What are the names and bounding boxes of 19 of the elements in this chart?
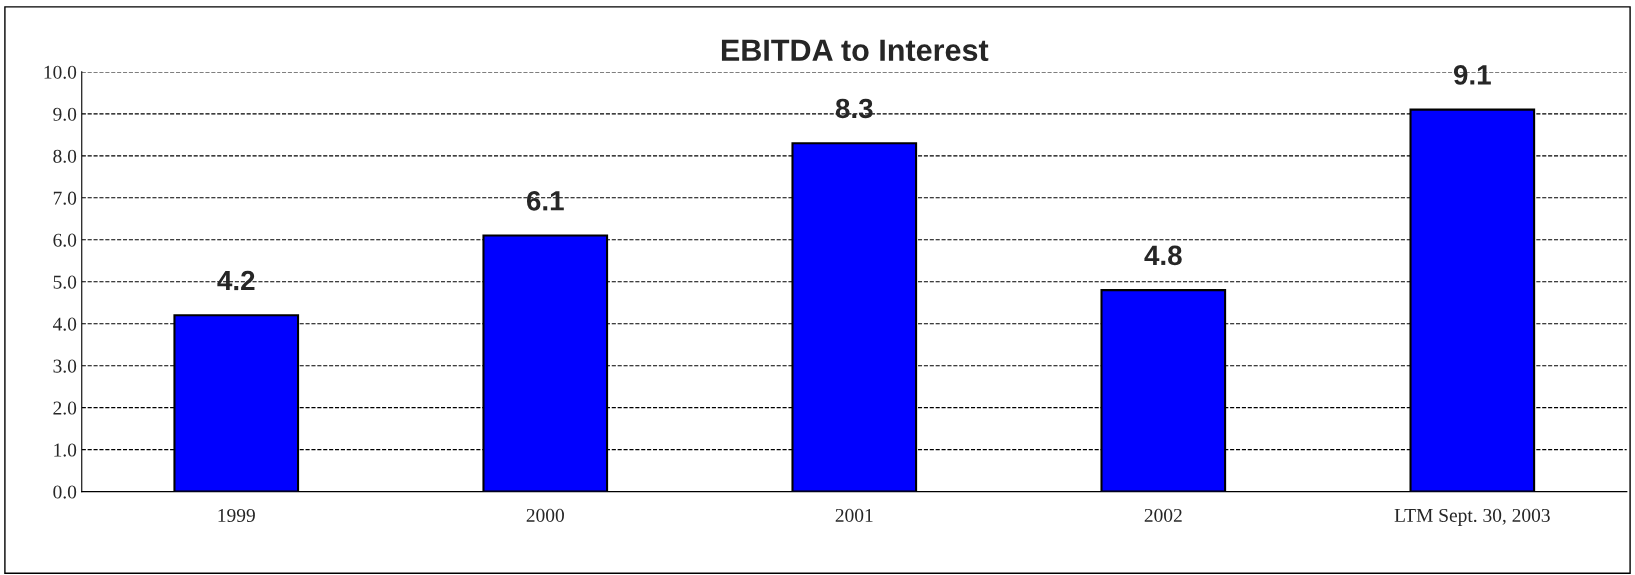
chart-title: EBITDA to Interest (721, 39, 989, 62)
y-tick-label: 2.0 (53, 401, 77, 415)
y-tick-label: 10.0 (44, 65, 77, 79)
x-tick-label: 2001 (835, 508, 873, 522)
y-tick-label: 3.0 (53, 359, 77, 373)
data-label: 9.1 (1453, 65, 1491, 85)
y-tick-label: 6.0 (53, 233, 77, 247)
x-tick-label: 1999 (218, 508, 255, 522)
y-tick-label: 5.0 (53, 275, 77, 289)
x-tick-label: LTM Sept. 30, 2003 (1394, 508, 1550, 526)
y-tick-label: 0.0 (53, 485, 77, 499)
y-tick-label: 7.0 (53, 191, 77, 205)
data-label: 4.8 (1144, 245, 1182, 266)
x-tick-label: 2002 (1144, 508, 1182, 522)
y-tick-label: 1.0 (54, 443, 77, 457)
x-tick-label: 2000 (526, 508, 564, 522)
y-tick-label: 8.0 (53, 149, 77, 163)
y-tick-label: 4.0 (52, 317, 77, 331)
y-tick-label: 9.0 (53, 107, 77, 121)
